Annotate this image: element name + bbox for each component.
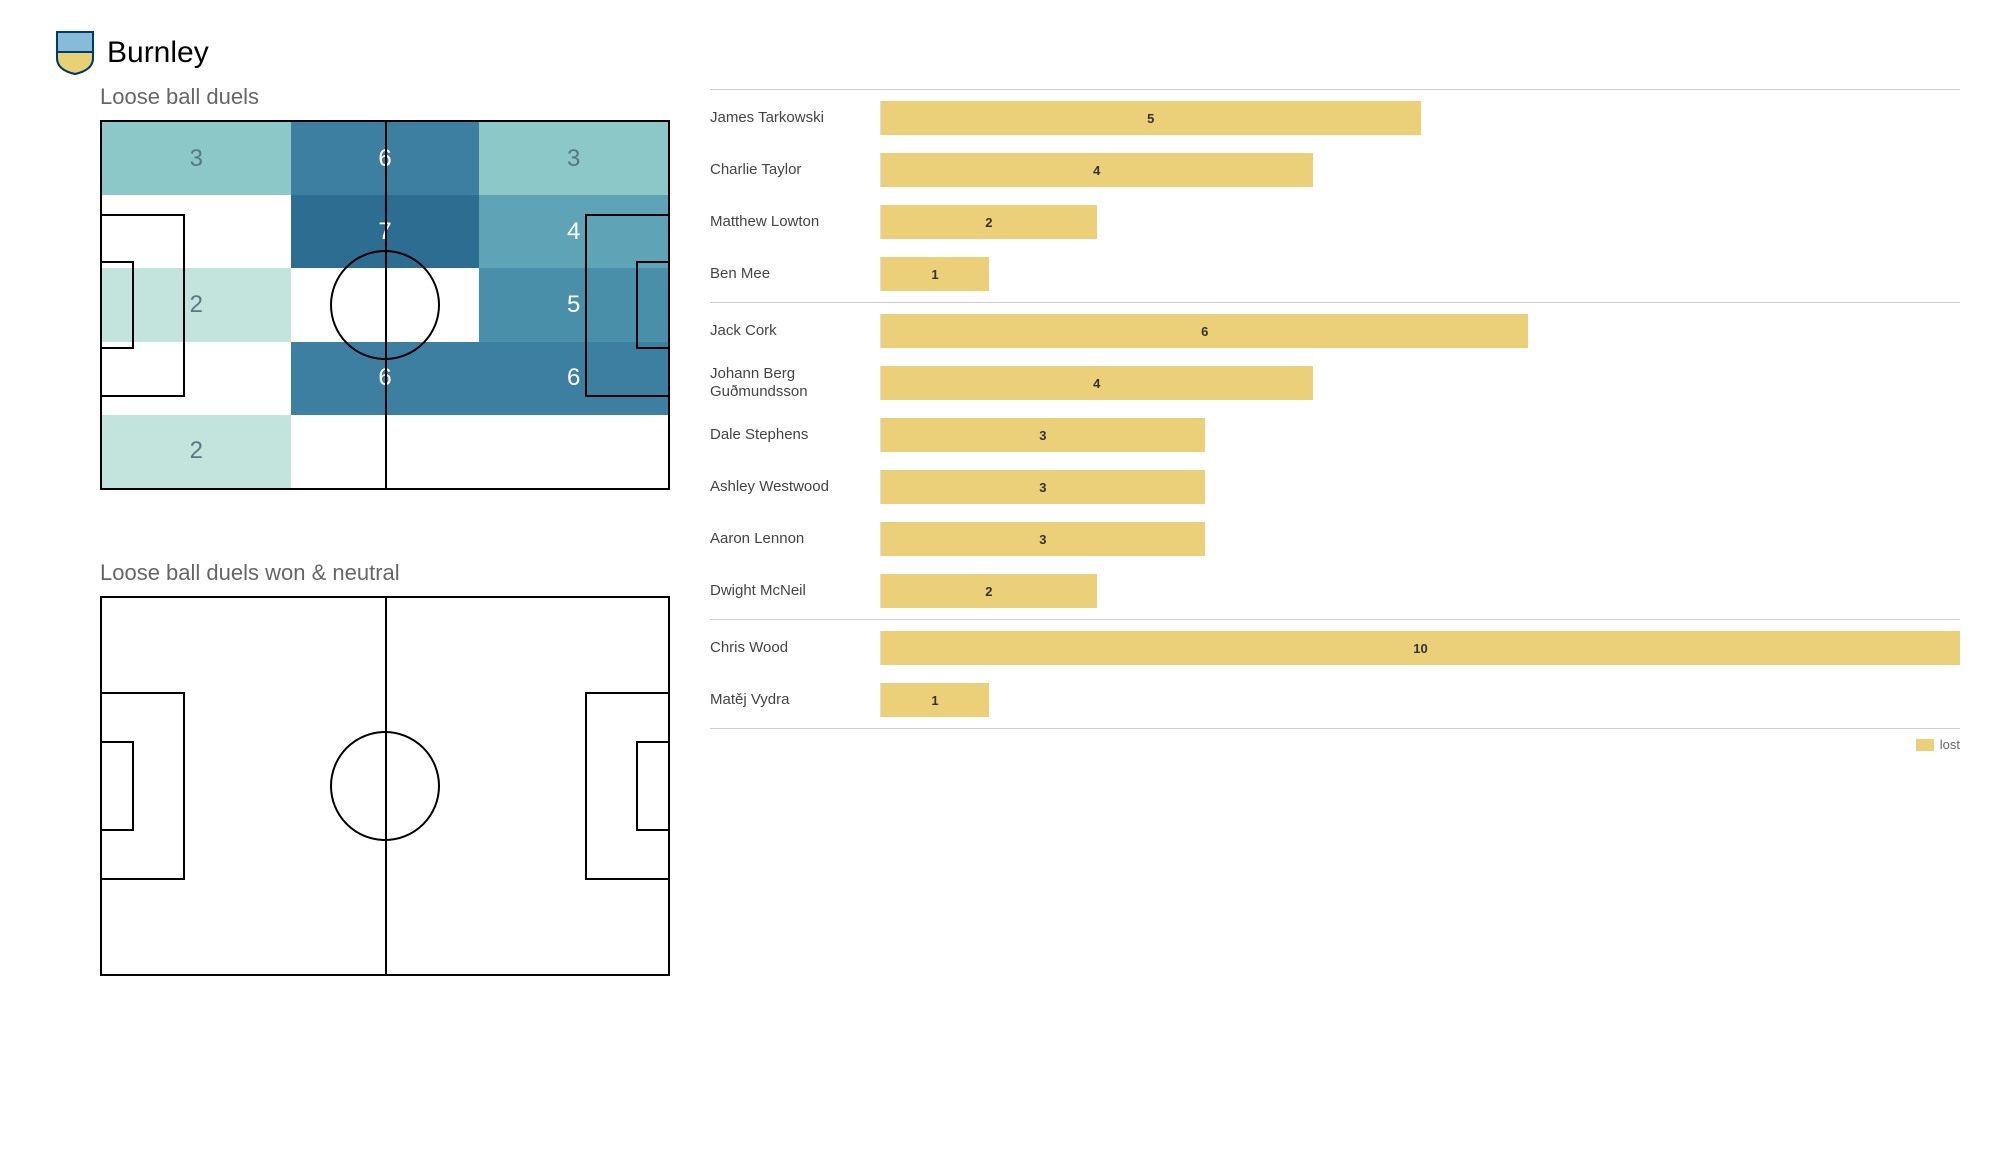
bar-group: James Tarkowski5Charlie Taylor4Matthew L…	[710, 89, 1960, 303]
bar-row: Ben Mee1	[710, 248, 1960, 300]
bar-track: 4	[880, 153, 1960, 187]
bar-group: Jack Cork6Johann Berg Guðmundsson4Dale S…	[710, 303, 1960, 620]
bar-track: 3	[880, 418, 1960, 452]
bar-label: Matthew Lowton	[710, 213, 880, 231]
bar-fill: 4	[881, 153, 1313, 187]
heatmap-cell: 2	[102, 268, 291, 341]
heatmap-pitch: 3637425662	[100, 120, 670, 490]
bar-fill: 10	[881, 631, 1960, 665]
heatmap-cell	[291, 415, 480, 488]
heatmap-cell: 5	[479, 268, 668, 341]
legend-label: lost	[1940, 737, 1960, 752]
bar-track: 2	[880, 205, 1960, 239]
bar-label: Dale Stephens	[710, 426, 880, 444]
heatmap-grid: 3637425662	[102, 122, 668, 488]
bar-track: 3	[880, 470, 1960, 504]
bar-fill: 1	[881, 257, 989, 291]
bar-track: 4	[880, 366, 1960, 400]
bar-label: Ben Mee	[710, 265, 880, 283]
bar-label: Chris Wood	[710, 639, 880, 657]
heatmap-cell: 3	[102, 122, 291, 195]
pitch2-title: Loose ball duels won & neutral	[100, 560, 670, 586]
bar-group: Chris Wood10Matěj Vydra1	[710, 620, 1960, 729]
bar-chart: James Tarkowski5Charlie Taylor4Matthew L…	[710, 89, 1960, 729]
bar-row: Charlie Taylor4	[710, 144, 1960, 196]
bar-label: Charlie Taylor	[710, 161, 880, 179]
bar-label: Johann Berg Guðmundsson	[710, 365, 880, 401]
bar-row: Matthew Lowton2	[710, 196, 1960, 248]
heatmap-cell: 6	[479, 342, 668, 415]
heatmap-cell	[102, 342, 291, 415]
legend-swatch	[1916, 739, 1934, 751]
heatmap-cell: 2	[102, 415, 291, 488]
heatmap-cell: 6	[291, 122, 480, 195]
bar-track: 6	[880, 314, 1960, 348]
bar-row: Johann Berg Guðmundsson4	[710, 357, 1960, 409]
bar-row: Dwight McNeil2	[710, 565, 1960, 617]
bar-label: James Tarkowski	[710, 109, 880, 127]
bar-track: 1	[880, 257, 1960, 291]
bar-fill: 4	[881, 366, 1313, 400]
bar-fill: 1	[881, 683, 989, 717]
heatmap-cell	[291, 268, 480, 341]
bar-row: Aaron Lennon3	[710, 513, 1960, 565]
content: Loose ball duels 3637425662 Loose ball d…	[40, 84, 1960, 976]
team-name: Burnley	[107, 36, 209, 70]
heatmap-cell: 3	[479, 122, 668, 195]
bar-row: Jack Cork6	[710, 305, 1960, 357]
bar-fill: 3	[881, 418, 1205, 452]
bar-row: James Tarkowski5	[710, 92, 1960, 144]
bar-label: Dwight McNeil	[710, 582, 880, 600]
bar-fill: 5	[881, 101, 1421, 135]
bar-row: Matěj Vydra1	[710, 674, 1960, 726]
header: Burnley	[55, 30, 1960, 76]
bar-track: 1	[880, 683, 1960, 717]
heatmap-cell: 7	[291, 195, 480, 268]
bar-fill: 2	[881, 574, 1097, 608]
right-column: James Tarkowski5Charlie Taylor4Matthew L…	[710, 84, 1960, 976]
heatmap-cell: 4	[479, 195, 668, 268]
bar-row: Ashley Westwood3	[710, 461, 1960, 513]
bar-label: Aaron Lennon	[710, 530, 880, 548]
bar-fill: 3	[881, 470, 1205, 504]
bar-row: Dale Stephens3	[710, 409, 1960, 461]
left-column: Loose ball duels 3637425662 Loose ball d…	[40, 84, 670, 976]
bar-track: 3	[880, 522, 1960, 556]
bar-label: Matěj Vydra	[710, 691, 880, 709]
bar-row: Chris Wood10	[710, 622, 1960, 674]
heatmap-cell	[102, 195, 291, 268]
heatmap-cell: 6	[291, 342, 480, 415]
legend: lost	[710, 737, 1960, 752]
pitch-lines-2	[102, 598, 668, 974]
heatmap-title: Loose ball duels	[100, 84, 670, 110]
bar-fill: 2	[881, 205, 1097, 239]
heatmap-cell	[479, 415, 668, 488]
bar-track: 10	[880, 631, 1960, 665]
bar-track: 5	[880, 101, 1960, 135]
bar-label: Ashley Westwood	[710, 478, 880, 496]
bar-fill: 6	[881, 314, 1528, 348]
bar-label: Jack Cork	[710, 322, 880, 340]
bar-fill: 3	[881, 522, 1205, 556]
empty-pitch	[100, 596, 670, 976]
team-crest-icon	[55, 30, 95, 76]
bar-track: 2	[880, 574, 1960, 608]
